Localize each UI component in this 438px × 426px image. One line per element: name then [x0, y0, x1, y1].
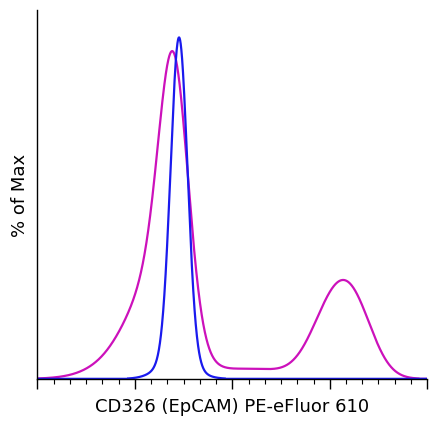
X-axis label: CD326 (EpCAM) PE-eFluor 610: CD326 (EpCAM) PE-eFluor 610 — [95, 397, 369, 415]
Y-axis label: % of Max: % of Max — [11, 153, 29, 236]
